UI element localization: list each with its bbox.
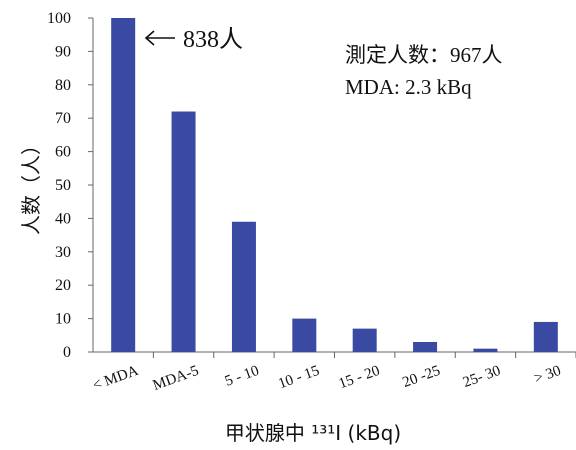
y-tick-label: 80 <box>55 77 71 94</box>
x-tick-label: < MDA <box>91 363 141 394</box>
y-tick-label: 20 <box>55 277 71 294</box>
bar <box>171 111 196 353</box>
x-axis-title: 甲状腺中 ¹³¹I (kBq) <box>225 421 401 445</box>
bar <box>111 18 136 352</box>
x-tick-label: 20 -25 <box>401 363 443 391</box>
y-tick-label: 100 <box>47 10 71 27</box>
bar <box>413 341 438 352</box>
bar <box>231 221 256 352</box>
y-tick-label: 30 <box>55 244 71 261</box>
x-tick-label: 25- 30 <box>461 363 503 391</box>
overflow-value-label: 838人 <box>183 27 243 53</box>
bar <box>352 328 377 352</box>
bar <box>473 348 498 352</box>
y-tick-label: 40 <box>55 210 71 227</box>
y-tick-label: 90 <box>55 43 71 60</box>
x-tick-label: 15 - 20 <box>337 363 382 393</box>
y-axis-title: 人数（人） <box>19 135 43 235</box>
x-tick-group <box>152 352 576 358</box>
y-tick-group: 0 10 20 30 40 50 60 70 80 90 100 <box>47 10 93 361</box>
bar <box>533 321 558 352</box>
bar-group <box>111 18 558 353</box>
bar <box>292 318 317 352</box>
stats-mda-label: MDA: 2.3 kBq <box>345 75 472 99</box>
overflow-annotation: 838人 <box>144 27 243 53</box>
x-tick-label: 5 - 10 <box>223 363 261 390</box>
y-tick-label: 70 <box>55 110 71 127</box>
y-tick-label: 10 <box>55 311 71 328</box>
y-tick-label: 60 <box>55 144 71 161</box>
overflow-arrow-head <box>144 30 155 46</box>
x-tick-label: > 30 <box>532 363 563 387</box>
category-label-group: < MDA MDA-5 5 - 10 10 - 15 15 - 20 20 -25 25- … <box>91 363 563 394</box>
y-tick-label: 0 <box>63 344 71 361</box>
x-tick-label: MDA-5 <box>151 363 201 394</box>
y-tick-label: 50 <box>55 177 71 194</box>
stats-count-label: 測定人数：967人 <box>345 43 503 67</box>
x-tick-label: 10 - 15 <box>276 363 321 393</box>
